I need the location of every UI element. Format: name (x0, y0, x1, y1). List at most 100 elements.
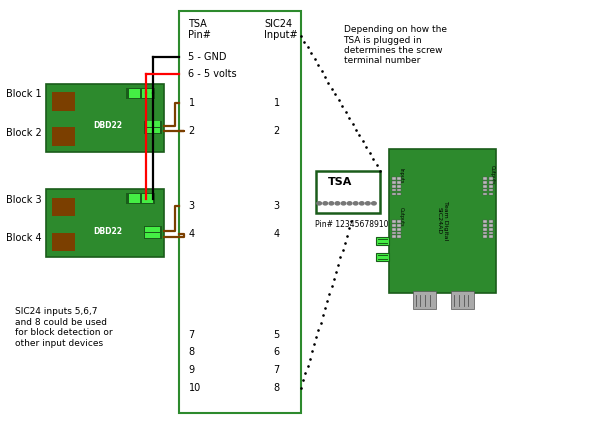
Bar (489, 235, 492, 238)
Text: Block 1: Block 1 (6, 89, 42, 99)
Text: 7: 7 (188, 330, 195, 340)
Text: DBD22: DBD22 (93, 122, 122, 131)
Text: 2: 2 (274, 125, 280, 136)
Bar (489, 220, 492, 223)
Text: 1: 1 (188, 98, 195, 108)
Circle shape (329, 202, 334, 205)
Text: Outputs: Outputs (399, 207, 404, 226)
Bar (489, 177, 492, 180)
Bar (397, 235, 401, 238)
Bar (483, 235, 487, 238)
Text: TSA: TSA (188, 19, 207, 29)
Text: 9: 9 (188, 365, 195, 375)
Bar (316, 171, 380, 213)
Circle shape (353, 202, 358, 205)
Text: 7: 7 (274, 365, 280, 375)
Bar (489, 192, 492, 195)
Bar (483, 177, 487, 180)
Bar (52, 232, 75, 251)
Bar (483, 220, 487, 223)
Circle shape (365, 202, 370, 205)
Text: Block 4: Block 4 (6, 233, 42, 243)
Text: DBD22: DBD22 (93, 227, 122, 236)
Bar (46, 189, 164, 257)
Text: Input#: Input# (264, 30, 298, 40)
Bar (376, 237, 389, 245)
Bar (179, 11, 301, 413)
Bar (392, 185, 395, 188)
Bar (483, 181, 487, 184)
Circle shape (323, 202, 328, 205)
Text: 5 - GND: 5 - GND (188, 52, 227, 62)
Bar (46, 84, 164, 152)
Bar (489, 228, 492, 231)
Bar (397, 189, 401, 192)
Text: Block 2: Block 2 (6, 128, 42, 138)
Bar (483, 189, 487, 192)
Bar (145, 226, 161, 232)
Bar (142, 194, 153, 203)
Text: 8: 8 (188, 347, 195, 357)
Circle shape (359, 202, 364, 205)
Text: 5: 5 (274, 330, 280, 340)
Bar (392, 235, 395, 238)
Bar (397, 224, 401, 227)
Bar (489, 224, 492, 227)
Bar (392, 192, 395, 195)
Text: 1: 1 (274, 98, 280, 108)
Text: 3: 3 (188, 201, 195, 211)
Text: Inputs: Inputs (399, 168, 404, 183)
Bar (489, 185, 492, 188)
Bar (392, 228, 395, 231)
Bar (144, 120, 162, 134)
Circle shape (341, 202, 346, 205)
Bar (392, 220, 395, 223)
Text: 6 - 5 volts: 6 - 5 volts (188, 69, 237, 79)
Text: SIC24: SIC24 (264, 19, 292, 29)
Text: 8: 8 (274, 383, 280, 393)
Circle shape (317, 202, 322, 205)
Circle shape (335, 202, 340, 205)
Bar (392, 224, 395, 227)
Bar (129, 89, 140, 98)
Text: 2: 2 (188, 125, 195, 136)
Bar (145, 128, 161, 133)
Bar (126, 88, 154, 99)
Bar (144, 226, 162, 239)
Bar (392, 177, 395, 180)
Bar (376, 253, 389, 261)
Bar (392, 232, 395, 234)
Circle shape (347, 202, 352, 205)
Bar (397, 228, 401, 231)
Bar (129, 194, 140, 203)
Bar (397, 192, 401, 195)
Bar (142, 89, 153, 98)
Bar (397, 232, 401, 234)
Bar (52, 197, 75, 216)
Circle shape (371, 202, 376, 205)
Bar (392, 181, 395, 184)
Bar (483, 224, 487, 227)
Text: Block 3: Block 3 (6, 195, 42, 205)
Bar (52, 92, 75, 111)
Bar (145, 233, 161, 238)
Bar (52, 127, 75, 146)
Bar (126, 193, 154, 204)
Bar (389, 149, 496, 293)
Text: 6: 6 (274, 347, 280, 357)
Bar (489, 189, 492, 192)
Bar (483, 192, 487, 195)
Bar (397, 181, 401, 184)
Text: Outputs: Outputs (489, 165, 494, 185)
Bar (483, 232, 487, 234)
Text: Depending on how the
TSA is plugged in
determines the screw
terminal number: Depending on how the TSA is plugged in d… (344, 25, 446, 65)
Text: Pin#: Pin# (188, 30, 212, 40)
Bar (145, 121, 161, 126)
Bar (489, 181, 492, 184)
Text: Team Digital
SIC24AD: Team Digital SIC24AD (437, 201, 447, 241)
Text: Pin# 12345678910: Pin# 12345678910 (315, 220, 389, 229)
Text: TSA: TSA (328, 177, 353, 187)
Bar (397, 177, 401, 180)
Bar (392, 189, 395, 192)
Bar (397, 185, 401, 188)
